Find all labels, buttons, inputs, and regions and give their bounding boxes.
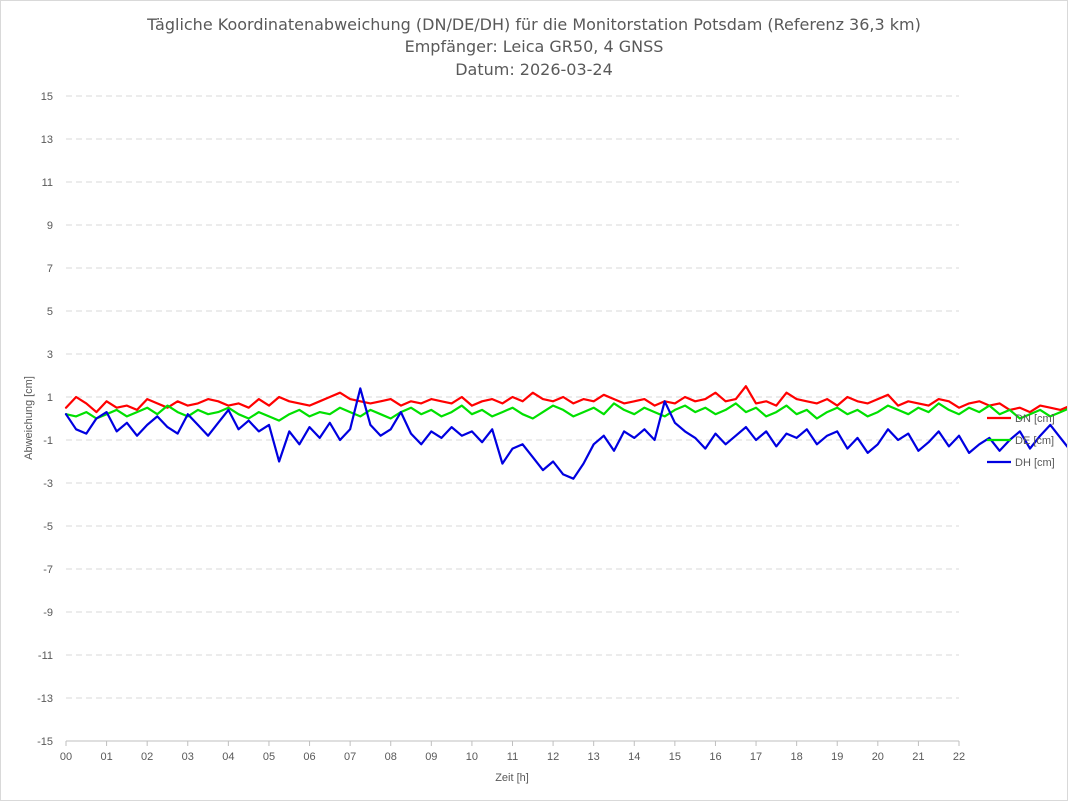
chart-title-line-2: Empfänger: Leica GR50, 4 GNSS [405, 37, 664, 56]
x-tick-label: 00 [60, 751, 72, 763]
x-tick-label: 01 [100, 751, 112, 763]
x-tick-label: 13 [588, 751, 600, 763]
y-tick-label: -5 [43, 521, 53, 533]
x-axis-title: Zeit [h] [495, 772, 529, 784]
series-line-dn [64, 385, 1067, 414]
y-tick-label: -1 [43, 435, 53, 447]
x-tick-label: 18 [791, 751, 803, 763]
x-tick-label: 06 [303, 751, 315, 763]
x-tick-label: 12 [547, 751, 559, 763]
legend: DN [cm] DE [cm] DH [cm] [987, 413, 1055, 469]
grid [66, 95, 959, 742]
x-tick-label: 08 [385, 751, 397, 763]
y-axis-title: Abweichung [cm] [23, 376, 35, 460]
x-tick-label: 20 [872, 751, 884, 763]
y-tick-label: 1 [47, 392, 53, 404]
x-axis-ticks: 00 01 02 03 04 05 06 07 08 09 10 11 12 13 14 15 16 17 18 19… [60, 741, 965, 763]
series-lines [64, 385, 1067, 480]
x-tick-label: 22 [953, 751, 965, 763]
x-tick-label: 11 [507, 751, 518, 763]
y-tick-label: 7 [47, 263, 53, 275]
series-line-dh [64, 387, 1067, 480]
x-tick-label: 04 [222, 751, 234, 763]
y-tick-label: 5 [47, 306, 53, 318]
x-tick-label: 10 [466, 751, 478, 763]
x-tick-label: 19 [831, 751, 843, 763]
x-tick-label: 14 [628, 751, 640, 763]
y-tick-label: 13 [41, 134, 53, 146]
x-tick-label: 02 [141, 751, 153, 763]
x-tick-label: 16 [709, 751, 721, 763]
y-tick-label: -13 [37, 693, 53, 705]
y-tick-label: -3 [43, 478, 53, 490]
y-tick-label: -9 [43, 607, 53, 619]
y-tick-label: -7 [43, 564, 53, 576]
x-tick-label: 05 [263, 751, 275, 763]
x-tick-label: 21 [912, 751, 924, 763]
y-tick-label: 15 [41, 91, 53, 103]
x-tick-label: 09 [425, 751, 437, 763]
y-tick-label: 3 [47, 349, 53, 361]
chart-title: Tägliche Koordinatenabweichung (DN/DE/DH… [146, 15, 921, 79]
legend-label: DH [cm] [1015, 457, 1055, 469]
chart-title-line-3: Datum: 2026-03-24 [455, 60, 613, 79]
x-tick-label: 15 [669, 751, 681, 763]
legend-label: DE [cm] [1015, 435, 1054, 447]
x-tick-label: 07 [344, 751, 356, 763]
y-tick-label: 11 [42, 177, 53, 189]
x-tick-label: 03 [182, 751, 194, 763]
y-axis-ticks: 15 13 11 9 7 5 3 1 -1 -3 -5 -7 -9 -11 -13 -15 [37, 91, 53, 748]
x-tick-label: 17 [750, 751, 762, 763]
series-line-de [64, 402, 1067, 422]
y-tick-label: -15 [37, 736, 53, 748]
y-tick-label: -11 [38, 650, 53, 662]
legend-label: DN [cm] [1015, 413, 1055, 425]
chart-title-line-1: Tägliche Koordinatenabweichung (DN/DE/DH… [146, 15, 921, 34]
y-tick-label: 9 [47, 220, 53, 232]
